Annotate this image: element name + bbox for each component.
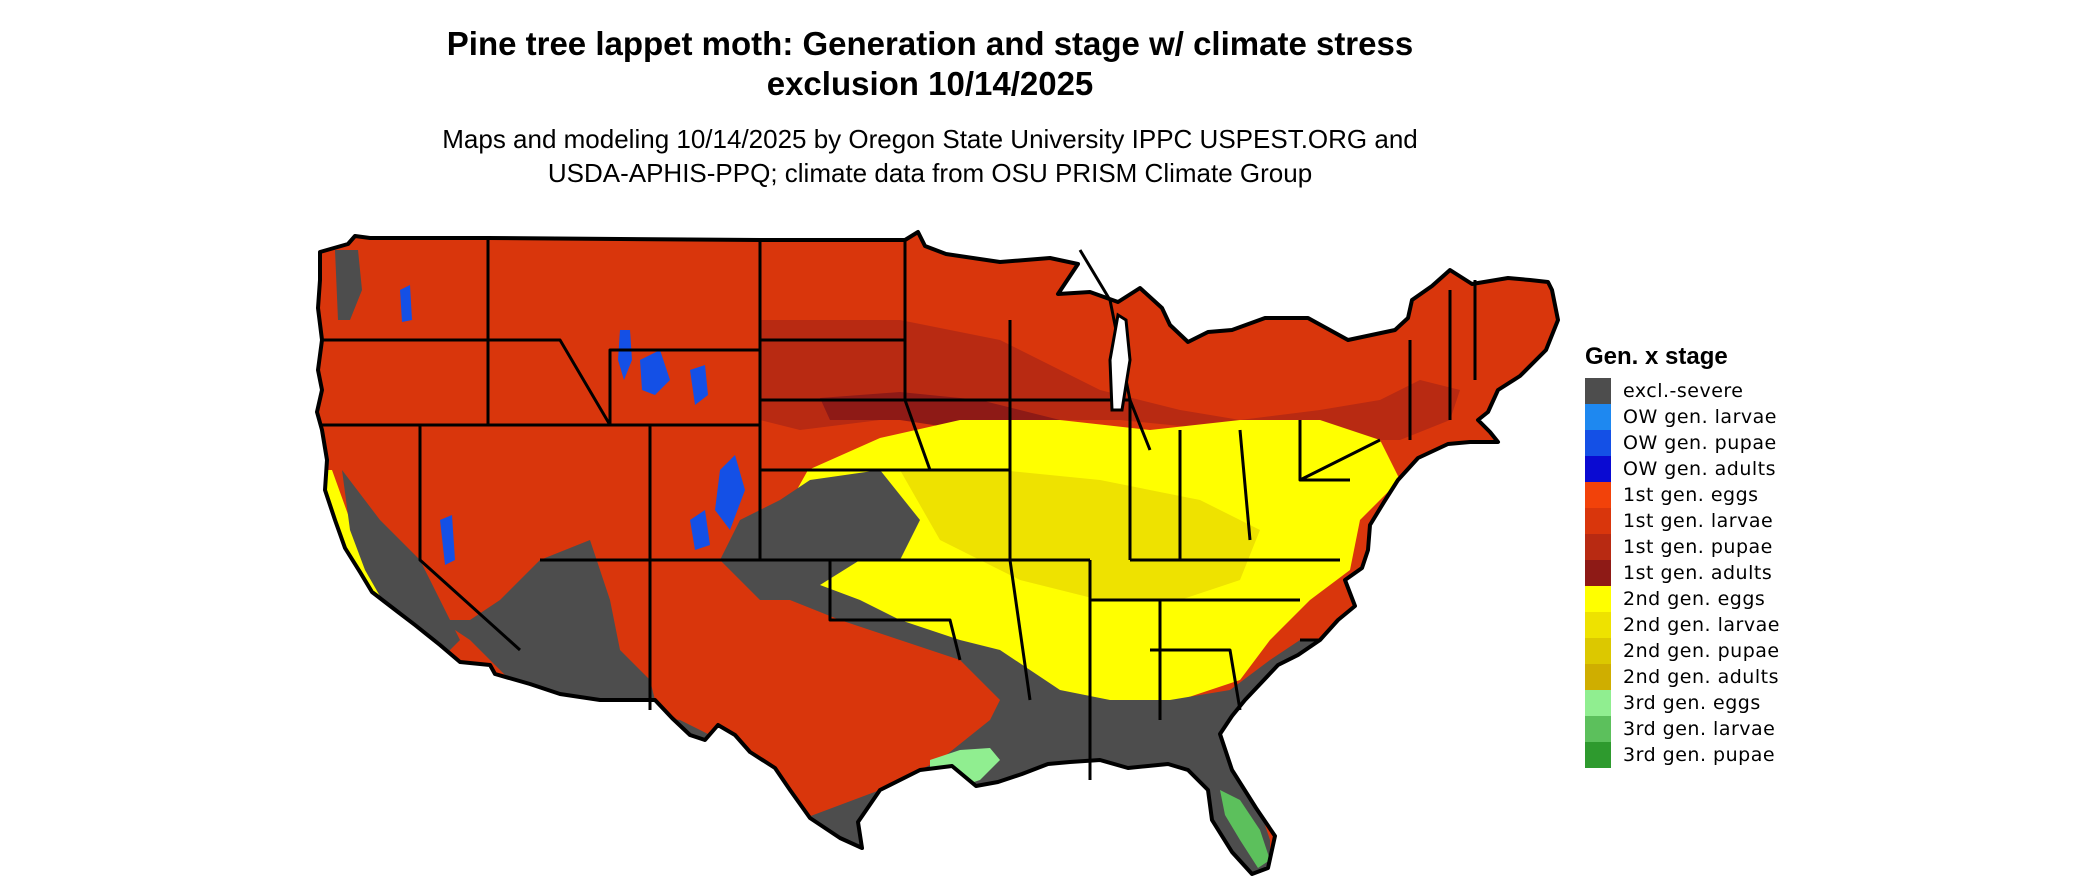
legend-label: 1st gen. adults: [1623, 562, 1773, 584]
legend-swatch: [1585, 456, 1611, 482]
zone-2nd-gen-larvae: [900, 470, 1260, 600]
legend-swatch: [1585, 638, 1611, 664]
legend-swatch: [1585, 378, 1611, 404]
legend-items: excl.-severe OW gen. larvae OW gen. pupae O…: [1585, 378, 1780, 768]
us-map: [300, 222, 1570, 892]
legend-label: 2nd gen. pupae: [1623, 640, 1780, 662]
legend-label: 2nd gen. eggs: [1623, 588, 1766, 610]
legend-swatch: [1585, 508, 1611, 534]
legend-label: 1st gen. larvae: [1623, 510, 1774, 532]
legend-item: OW gen. larvae: [1585, 404, 1780, 430]
legend-label: 3rd gen. eggs: [1623, 692, 1761, 714]
legend-item: 1st gen. pupae: [1585, 534, 1780, 560]
legend-title: Gen. x stage: [1585, 343, 1728, 370]
legend-swatch: [1585, 690, 1611, 716]
map-subtitle-line1: Maps and modeling 10/14/2025 by Oregon S…: [442, 124, 1418, 154]
legend-label: 2nd gen. adults: [1623, 666, 1779, 688]
legend-swatch: [1585, 612, 1611, 638]
stage-fill-layer: [317, 232, 1558, 874]
map-title-line1: Pine tree lappet moth: Generation and st…: [446, 25, 1414, 62]
legend-item: 2nd gen. eggs: [1585, 586, 1780, 612]
legend-swatch: [1585, 716, 1611, 742]
legend-swatch: [1585, 560, 1611, 586]
legend-swatch: [1585, 664, 1611, 690]
map-title-line2: exclusion 10/14/2025: [766, 65, 1094, 102]
legend-swatch: [1585, 534, 1611, 560]
legend-label: excl.-severe: [1623, 380, 1744, 402]
legend-item: excl.-severe: [1585, 378, 1780, 404]
zone-ow-gen-pupae: [400, 285, 745, 565]
legend-swatch: [1585, 586, 1611, 612]
legend-item: 2nd gen. pupae: [1585, 638, 1780, 664]
legend-label: 3rd gen. pupae: [1623, 744, 1776, 766]
zone-excl-severe-southwest: [440, 540, 660, 720]
zone-excl-severe-california: [342, 470, 460, 660]
legend-item: 3rd gen. larvae: [1585, 716, 1780, 742]
map-subtitle-line2: USDA-APHIS-PPQ; climate data from OSU PR…: [547, 158, 1313, 188]
zone-3rd-gen-larvae: [1220, 790, 1270, 868]
legend-item: 1st gen. eggs: [1585, 482, 1780, 508]
legend-item: 2nd gen. adults: [1585, 664, 1780, 690]
legend-swatch: [1585, 404, 1611, 430]
legend-label: 3rd gen. larvae: [1623, 718, 1776, 740]
legend-item: 1st gen. larvae: [1585, 508, 1780, 534]
legend-swatch: [1585, 430, 1611, 456]
legend-label: OW gen. larvae: [1623, 406, 1777, 428]
legend-label: 1st gen. eggs: [1623, 484, 1759, 506]
legend-swatch: [1585, 742, 1611, 768]
zone-2nd-gen-west-coast: [318, 470, 420, 640]
legend-item: 2nd gen. larvae: [1585, 612, 1780, 638]
lake-michigan: [1108, 312, 1132, 412]
legend-label: 2nd gen. larvae: [1623, 614, 1780, 636]
legend-swatch: [1585, 482, 1611, 508]
legend-item: OW gen. pupae: [1585, 430, 1780, 456]
legend-label: 1st gen. pupae: [1623, 536, 1773, 558]
zone-excl-severe-pnw: [335, 250, 362, 320]
legend-label: OW gen. adults: [1623, 458, 1777, 480]
legend-item: 3rd gen. eggs: [1585, 690, 1780, 716]
legend-label: OW gen. pupae: [1623, 432, 1777, 454]
legend-item: OW gen. adults: [1585, 456, 1780, 482]
legend-item: 1st gen. adults: [1585, 560, 1780, 586]
state-boundaries: [320, 238, 1477, 780]
legend-item: 3rd gen. pupae: [1585, 742, 1780, 768]
legend: Gen. x stage excl.-severe OW gen. larvae O…: [1585, 342, 1780, 768]
